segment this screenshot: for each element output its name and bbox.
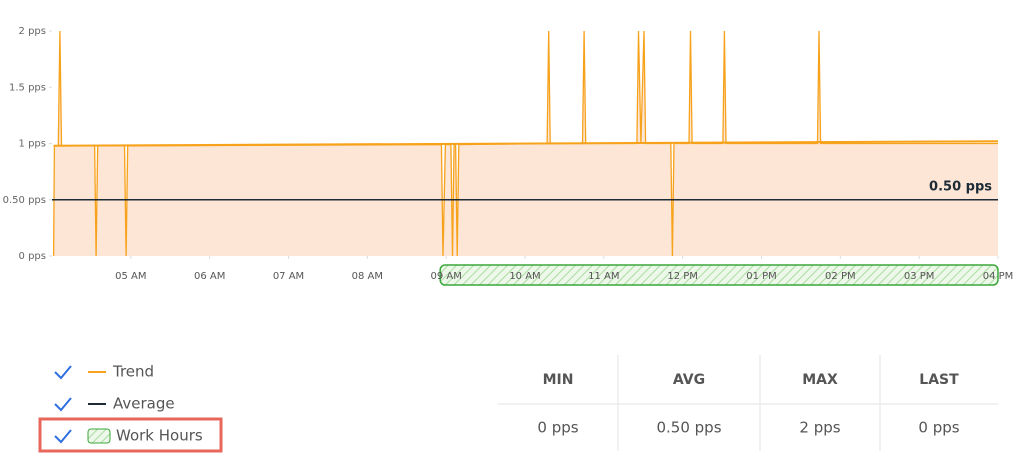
legend-item[interactable]: Work Hours [54, 427, 203, 445]
legend-label[interactable]: Work Hours [116, 427, 203, 445]
x-tick-label: 01 PM [746, 271, 777, 282]
legend-item[interactable]: Average [54, 395, 175, 413]
stats-table: MIN AVG MAX LAST 0 pps 0.50 pps 2 pps 0 pps [498, 355, 998, 451]
checkbox-check[interactable] [54, 365, 72, 380]
x-tick-label: 06 AM [194, 271, 225, 282]
y-tick-label: 2 pps [19, 26, 46, 37]
x-tick-label: 11 AM [588, 271, 619, 282]
table-cell: 0.50 pps [656, 419, 721, 437]
x-tick-label: 03 PM [904, 271, 935, 282]
checkbox-check[interactable] [54, 429, 72, 444]
y-tick-label: 1 pps [19, 139, 46, 150]
highlight-box [38, 417, 223, 453]
table-cell: 2 pps [799, 419, 840, 437]
x-tick-label: 07 AM [273, 271, 304, 282]
table-cell: 0 pps [537, 419, 578, 437]
column-header: LAST [919, 372, 959, 388]
x-tick-label: 04 PM [983, 271, 1014, 282]
trend-line [53, 140, 999, 147]
x-tick-label: 02 PM [825, 271, 856, 282]
y-tick-label: 1.5 pps [9, 82, 46, 93]
x-tick-label: 05 AM [115, 271, 146, 282]
legend-label[interactable]: Trend [112, 363, 154, 381]
x-tick-label: 09 AM [430, 271, 461, 282]
x-tick-label: 08 AM [352, 271, 383, 282]
column-header: MIN [543, 372, 574, 388]
average-label: 0.50 pps [929, 179, 992, 194]
checkbox-check[interactable] [54, 397, 72, 412]
y-tick-label: 0.50 pps [3, 195, 46, 206]
table-cell: 0 pps [918, 419, 959, 437]
y-tick-label: 0 pps [19, 251, 46, 262]
work-hours-band [439, 264, 999, 286]
legend-swatch [87, 428, 111, 444]
column-header: MAX [802, 372, 838, 388]
plot: 0 pps 0.50 pps 1 pps 1.5 pps 2 pps 05 AM 06 AM… [3, 26, 1014, 286]
legend-item[interactable]: Trend [54, 363, 154, 381]
legend-label[interactable]: Average [113, 395, 175, 413]
legend: Trend Average Work Hours [54, 363, 203, 445]
x-tick-label: 12 PM [667, 271, 698, 282]
column-header: AVG [673, 372, 705, 388]
x-tick-label: 10 AM [509, 271, 540, 282]
